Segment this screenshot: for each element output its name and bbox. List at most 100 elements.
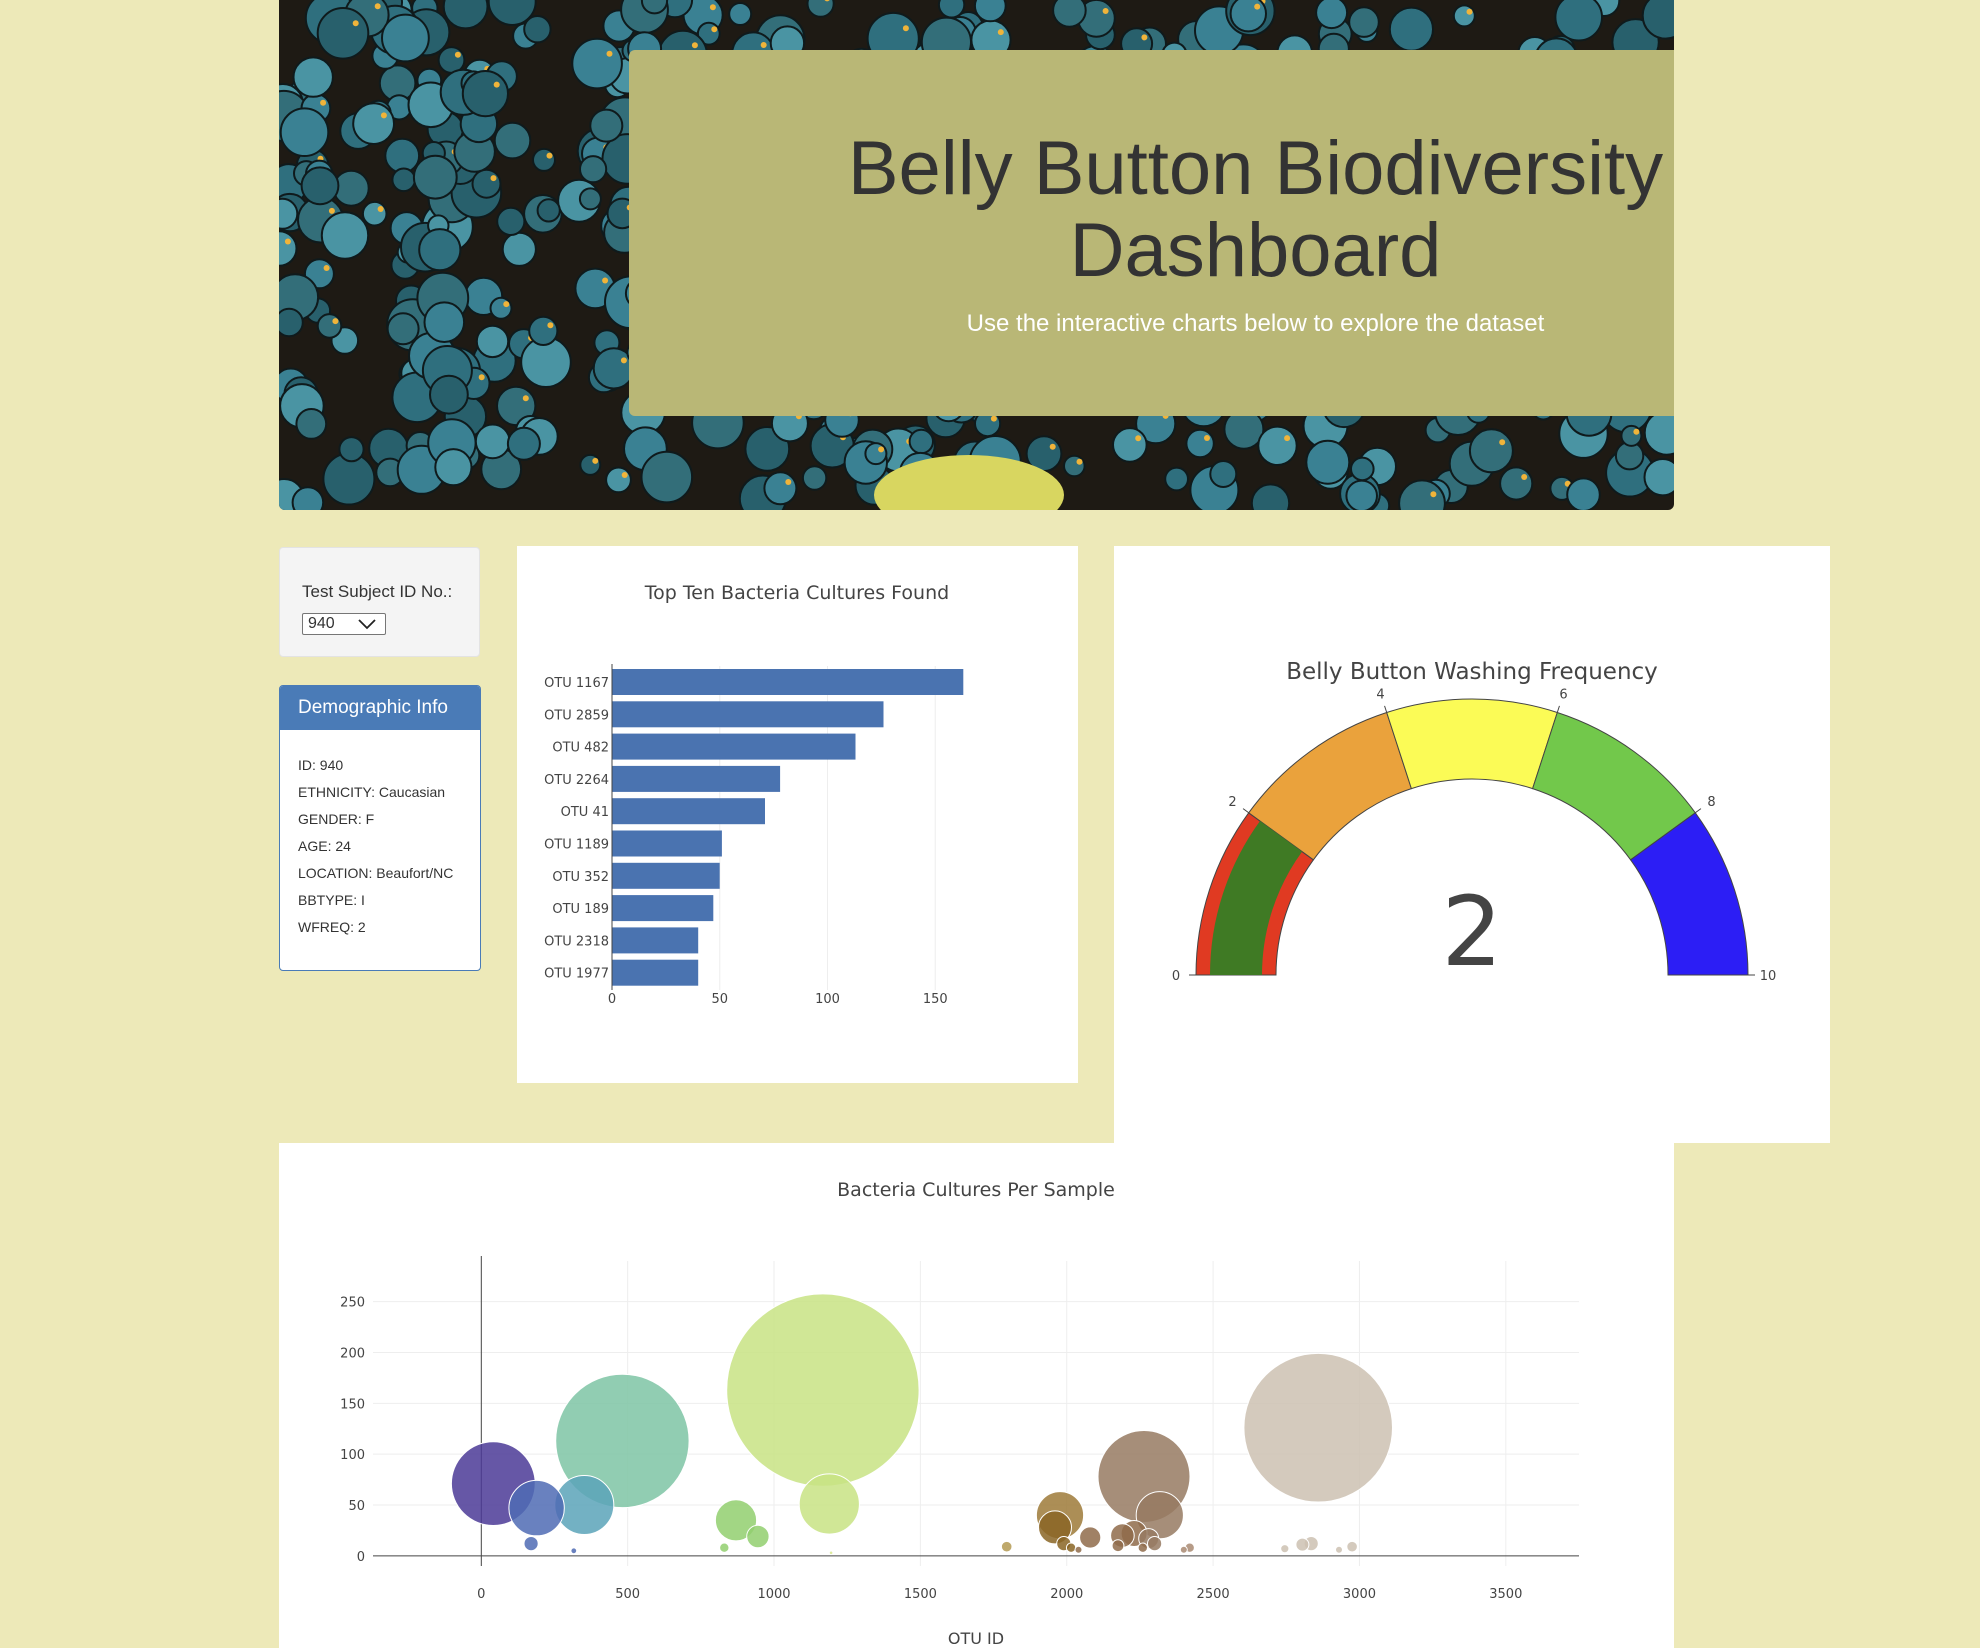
page-title-line1: Belly Button Biodiversity: [847, 126, 1664, 211]
bubble-chart-point[interactable]: [1295, 1537, 1310, 1552]
bubble-chart-point[interactable]: [1074, 1545, 1083, 1554]
bacteria-cell-shape: [471, 168, 502, 199]
bar-chart-bar[interactable]: [612, 959, 699, 986]
gauge-tick-label: 6: [1559, 687, 1567, 702]
demographic-row: GENDER: F: [298, 811, 375, 827]
bar-chart-bar[interactable]: [612, 733, 856, 760]
bubble-chart-point[interactable]: [508, 1479, 565, 1537]
bacteria-spot-shape: [493, 81, 500, 88]
bacteria-cell-shape: [279, 307, 304, 338]
bacteria-cell-shape: [579, 155, 608, 184]
bar-chart-bar[interactable]: [612, 895, 714, 922]
bubble-chart-y-tick-label: 0: [357, 1550, 365, 1565]
bubble-chart-point[interactable]: [1111, 1539, 1125, 1553]
gauge-chart-card: Belly Button Washing Frequency 0 2 4 6 8 10 2: [1114, 546, 1830, 1143]
bubble-chart-y-tick-label: 100: [340, 1448, 365, 1463]
bacteria-cell-shape: [461, 70, 509, 118]
bacteria-spot-shape: [1254, 3, 1261, 10]
gauge-step-segment: [1386, 698, 1558, 790]
bacteria-spot-shape: [332, 318, 339, 325]
bacteria-cell-shape: [1164, 466, 1189, 492]
bacteria-spot-shape: [1135, 435, 1142, 442]
bacteria-cell-shape: [1229, 0, 1267, 33]
gauge-tick-mark: [1556, 705, 1560, 713]
demographic-row: ID: 940: [298, 757, 344, 773]
bacteria-cell-shape: [1250, 483, 1291, 510]
bacteria-spot-shape: [374, 3, 381, 10]
bubble-chart-point[interactable]: [746, 1524, 770, 1549]
bubble-chart-point[interactable]: [1346, 1540, 1358, 1553]
bacteria-cell-shape: [937, 0, 966, 19]
bacteria-spot-shape: [1466, 8, 1473, 15]
bar-chart-bar[interactable]: [612, 669, 964, 695]
bacteria-cell-shape: [640, 0, 669, 15]
bacteria-spot-shape: [691, 42, 698, 49]
bar-chart-x-tick-label: 0: [608, 992, 616, 1007]
bacteria-cell-shape: [571, 37, 623, 90]
bacteria-spot-shape: [546, 152, 553, 159]
chevron-down-icon: [358, 619, 376, 630]
bubble-chart-point[interactable]: [1137, 1542, 1148, 1553]
bacteria-cell-shape: [1350, 456, 1375, 482]
bar-chart-y-tick-label: OTU 2264: [544, 773, 609, 788]
bubble-chart-point[interactable]: [1038, 1510, 1072, 1545]
bacteria-cell-shape: [300, 166, 340, 206]
bar-chart-y-tick-label: OTU 482: [552, 741, 609, 756]
bar-chart-y-tick-label: OTU 2318: [544, 934, 609, 949]
bubble-chart-point[interactable]: [1000, 1540, 1013, 1553]
bar-chart-x-tick-label: 150: [923, 992, 948, 1007]
bubble-chart-point[interactable]: [726, 1293, 920, 1487]
gauge-tick-mark: [1384, 705, 1388, 713]
bacteria-cell-shape: [493, 121, 532, 160]
bar-chart-bar[interactable]: [612, 862, 720, 889]
gauge-tick-label: 4: [1376, 687, 1384, 702]
bar-chart-bar[interactable]: [612, 830, 722, 857]
bar-chart-bar[interactable]: [612, 701, 884, 728]
bacteria-spot-shape: [284, 238, 291, 245]
bubble-chart-point[interactable]: [828, 1550, 834, 1556]
bubble-chart-point[interactable]: [1147, 1536, 1163, 1552]
bacteria-cell-shape: [579, 453, 602, 476]
bubble-chart-point[interactable]: [555, 1373, 690, 1509]
subject-id-select[interactable]: 940: [302, 613, 386, 635]
bacteria-cell-shape: [1063, 454, 1086, 478]
bacteria-cell-shape: [381, 13, 430, 63]
bacteria-spot-shape: [1284, 435, 1291, 442]
bacteria-cell-shape: [384, 137, 421, 174]
bubble-chart-point[interactable]: [1243, 1352, 1393, 1503]
bubble-chart-point[interactable]: [798, 1473, 860, 1535]
bar-chart-bar[interactable]: [612, 927, 699, 954]
bubble-chart-point[interactable]: [1280, 1544, 1290, 1554]
bacteria-spot-shape: [824, 0, 830, 2]
bacteria-cell-shape: [442, 0, 489, 30]
bacteria-spot-shape: [602, 277, 609, 284]
bubble-chart-point[interactable]: [570, 1547, 578, 1555]
bar-chart-bar[interactable]: [612, 798, 765, 825]
page-title: Belly Button Biodiversity Dashboard: [629, 128, 1674, 292]
hero-banner: Belly Button Biodiversity Dashboard Use …: [279, 0, 1674, 510]
bubble-chart-point[interactable]: [1179, 1545, 1188, 1554]
bacteria-cell-shape: [429, 374, 469, 415]
bacteria-spot-shape: [1499, 439, 1506, 446]
bacteria-spot-shape: [503, 301, 510, 308]
bacteria-cell-shape: [279, 230, 298, 267]
bacteria-cell-shape: [1305, 439, 1351, 485]
bubble-chart-point[interactable]: [1079, 1526, 1102, 1549]
bacteria-cell-shape: [605, 466, 632, 494]
bacteria-cell-shape: [806, 0, 835, 18]
bar-chart-bar[interactable]: [612, 765, 781, 792]
bubble-chart-title: Bacteria Cultures Per Sample: [837, 1179, 1115, 1201]
gauge-title: Belly Button Washing Frequency: [1286, 659, 1658, 685]
bubble-chart-point[interactable]: [1335, 1545, 1343, 1554]
bacteria-cell-shape: [1185, 428, 1215, 459]
bacteria-cell-shape: [279, 197, 299, 230]
bacteria-spot-shape: [478, 374, 485, 381]
bubble-chart-point[interactable]: [1065, 1542, 1077, 1553]
bubble-chart-point[interactable]: [714, 1499, 758, 1542]
bubble-chart-point[interactable]: [523, 1536, 539, 1552]
bubble-chart-point[interactable]: [719, 1542, 730, 1553]
bacteria-spot-shape: [711, 26, 718, 33]
bacteria-cell-shape: [973, 0, 1007, 23]
bacteria-cell-shape: [1499, 466, 1534, 501]
